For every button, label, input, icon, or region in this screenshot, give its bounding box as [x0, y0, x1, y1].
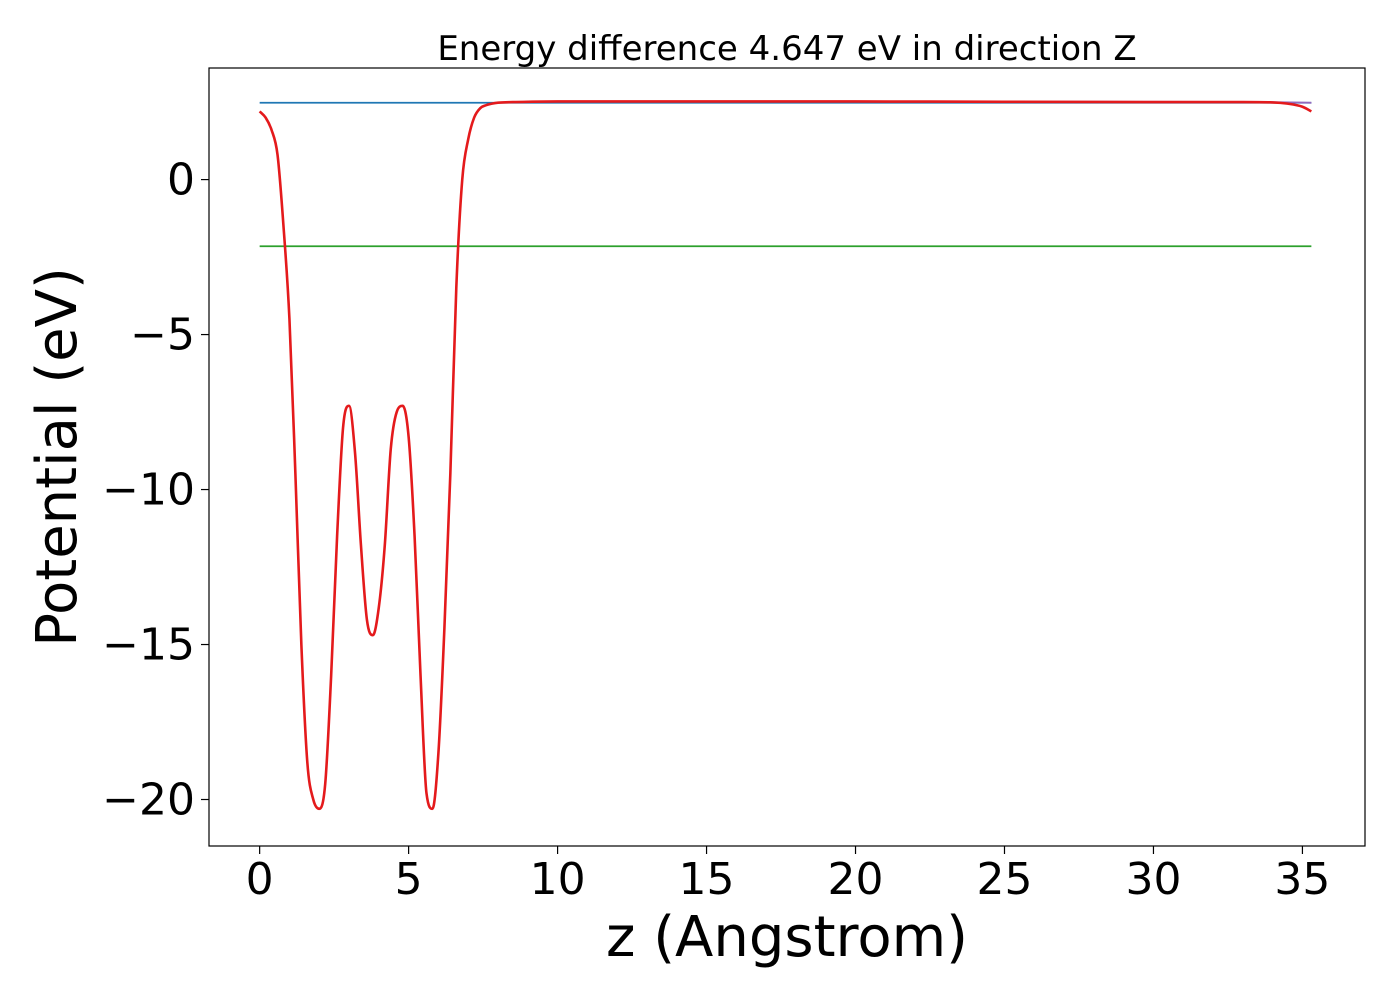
- y-tick-label: −10: [102, 465, 195, 516]
- x-tick-label: 10: [530, 854, 586, 905]
- x-tick-label: 25: [976, 854, 1032, 905]
- y-tick-label: 0: [167, 155, 195, 206]
- x-tick-label: 15: [679, 854, 735, 905]
- x-axis-label: z (Angstrom): [606, 905, 968, 970]
- y-tick-label: −5: [130, 310, 195, 361]
- series-line-4: [258, 100, 1312, 811]
- x-tick-label: 30: [1125, 854, 1181, 905]
- plot-frame: [208, 67, 1366, 847]
- y-tick-label: −15: [102, 620, 195, 671]
- chart-title: Energy difference 4.647 eV in direction …: [437, 29, 1136, 69]
- series-layer: [258, 100, 1312, 811]
- x-tick-label: 20: [828, 854, 884, 905]
- x-tick-label: 5: [395, 854, 423, 905]
- ticks-layer: 0 5 10 15 20 25 30 35 0 −5 −10 −15 −20: [102, 155, 1330, 905]
- y-axis-label: Potential (eV): [25, 267, 90, 647]
- x-tick-label: 35: [1274, 854, 1330, 905]
- x-tick-label: 0: [246, 854, 274, 905]
- y-tick-label: −20: [102, 775, 195, 826]
